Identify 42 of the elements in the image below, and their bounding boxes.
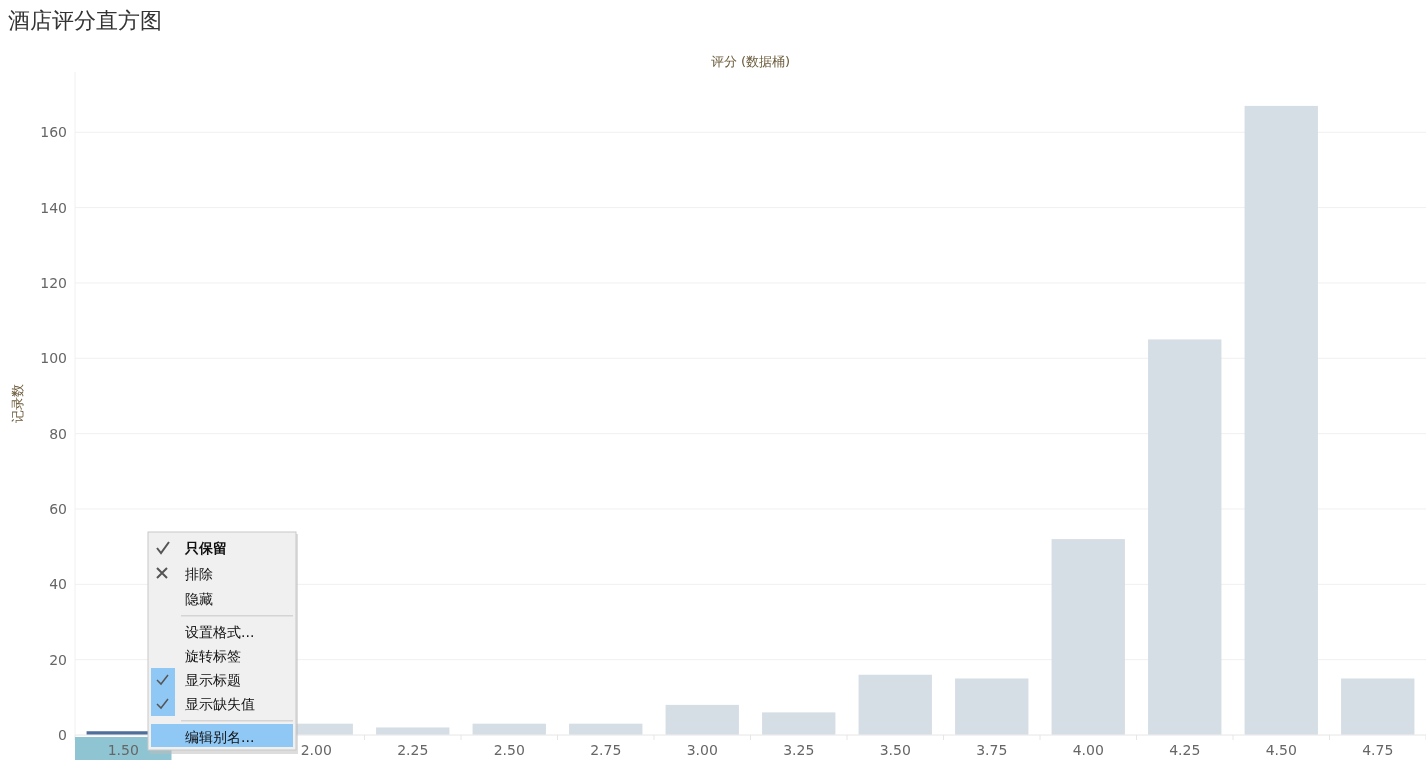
bar bbox=[1244, 105, 1318, 735]
x-tick-label: 2.50 bbox=[493, 742, 525, 758]
y-tick-label: 160 bbox=[40, 124, 67, 141]
x-tick-label: 2.25 bbox=[397, 742, 429, 758]
x-tick-label: 3.75 bbox=[976, 742, 1008, 758]
annotation: 排除 bbox=[185, 566, 213, 582]
bar bbox=[1148, 339, 1222, 735]
x-axis-title: 评分 (数据桶) bbox=[710, 54, 791, 69]
x-tick-label: 2.00 bbox=[300, 742, 332, 758]
bar bbox=[955, 678, 1029, 735]
annotation: 显示标题 bbox=[185, 672, 241, 688]
bar bbox=[376, 727, 450, 735]
annotation: 旋转标签 bbox=[185, 648, 241, 664]
y-tick-label: 60 bbox=[49, 500, 67, 517]
x-tick-label: 3.00 bbox=[686, 742, 718, 758]
annotation: 编辑别名... bbox=[185, 729, 255, 745]
x-tick-label: 4.75 bbox=[1362, 742, 1394, 758]
bar bbox=[858, 674, 932, 735]
y-tick-label: 40 bbox=[49, 576, 67, 593]
y-tick-label: 0 bbox=[58, 726, 67, 743]
bar bbox=[1341, 678, 1415, 735]
x-tick-label: 1.50 bbox=[107, 742, 139, 758]
annotation: 只保留 bbox=[184, 540, 227, 556]
annotation: 显示缺失值 bbox=[185, 696, 255, 712]
x-tick-label: 4.25 bbox=[1169, 742, 1201, 758]
annotation: 隐藏 bbox=[185, 591, 213, 607]
x-tick-label: 4.00 bbox=[1072, 742, 1104, 758]
y-tick-label: 100 bbox=[40, 350, 67, 367]
y-tick-label: 20 bbox=[49, 651, 67, 668]
bar bbox=[665, 704, 739, 735]
x-tick-label: 3.25 bbox=[783, 742, 815, 758]
bar bbox=[762, 712, 836, 735]
x-tick-label: 4.50 bbox=[1265, 742, 1297, 758]
y-axis-title: 记录数 bbox=[10, 384, 25, 423]
bar bbox=[1051, 539, 1125, 735]
y-tick-label: 120 bbox=[40, 274, 67, 291]
x-tick-label: 3.50 bbox=[879, 742, 911, 758]
y-tick-label: 140 bbox=[40, 199, 67, 216]
y-tick-label: 80 bbox=[49, 425, 67, 442]
annotation: 设置格式... bbox=[185, 624, 255, 640]
chart-title: 酒店评分直方图 bbox=[8, 8, 162, 33]
x-tick-label: 2.75 bbox=[590, 742, 622, 758]
